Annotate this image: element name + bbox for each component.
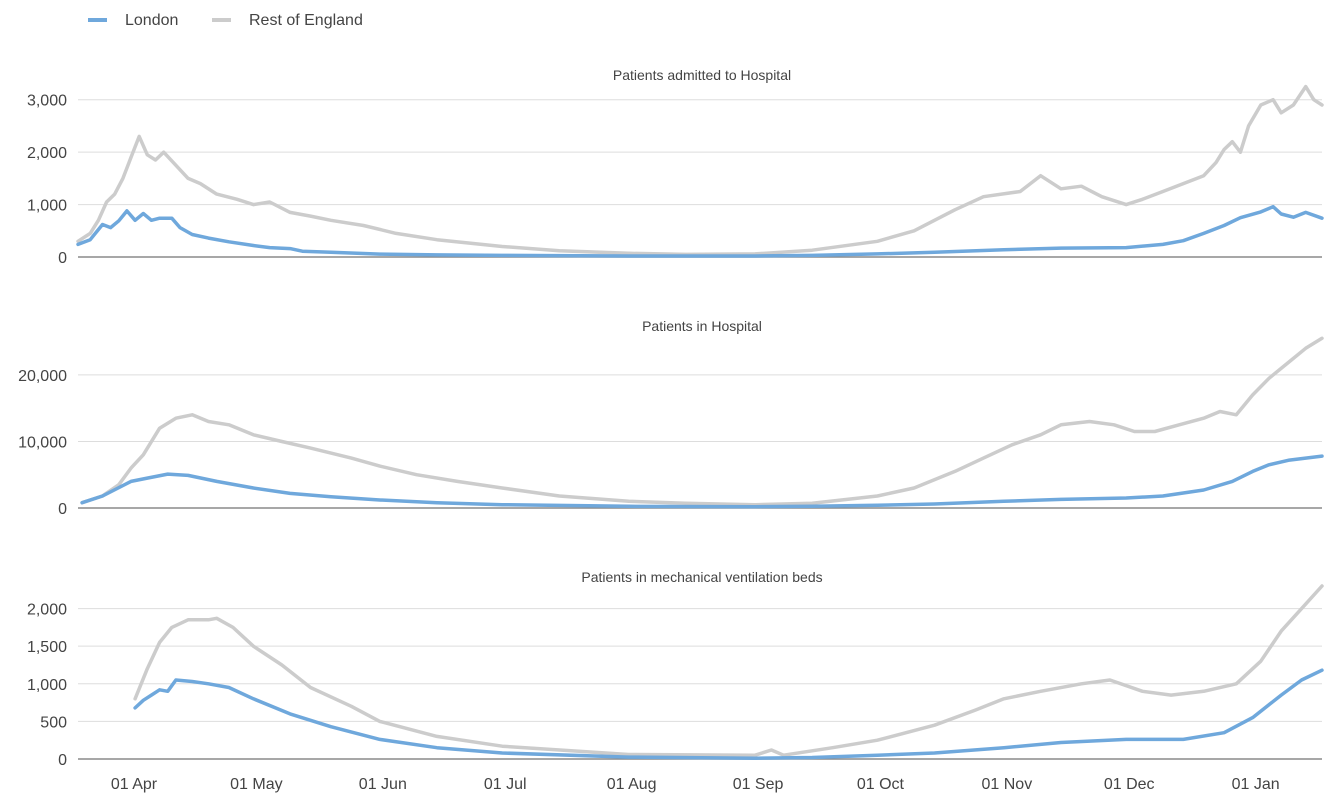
- x-tick-label: 01 Jul: [484, 776, 527, 793]
- legend-item-rest-of-england[interactable]: Rest of England: [212, 12, 363, 29]
- x-tick-label: 01 Apr: [111, 776, 158, 793]
- legend-label-rest-of-england: Rest of England: [249, 12, 363, 29]
- series-line-london: [76, 204, 1324, 258]
- x-tick-label: 01 Sep: [733, 776, 784, 793]
- x-axis: 01 Apr 01 May 01 Jun 01 Jul 01 Aug 01 Sep 01 O…: [111, 776, 1280, 793]
- y-tick-label: 1,500: [27, 639, 67, 656]
- x-tick-label: 01 Nov: [982, 776, 1033, 793]
- chart-panel-2: Patients in Hospital 0 10,000 20,000: [18, 318, 1324, 518]
- y-tick-label: 1,000: [27, 677, 67, 694]
- chart-title-3: Patients in mechanical ventilation beds: [581, 569, 822, 585]
- y-tick-label: 0: [58, 752, 67, 769]
- legend-label-london: London: [125, 12, 178, 29]
- chart-panel-3: Patients in mechanical ventilation beds 0…: [27, 569, 1324, 769]
- x-tick-label: 01 Aug: [607, 776, 657, 793]
- series-line-london: [133, 668, 1324, 760]
- chart-title-1: Patients admitted to Hospital: [613, 67, 791, 83]
- y-tick-label: 10,000: [18, 434, 67, 451]
- y-tick-label: 2,000: [27, 602, 67, 619]
- y-tick-label: 20,000: [18, 368, 67, 385]
- chart-title-2: Patients in Hospital: [642, 318, 762, 334]
- series-line-london: [80, 454, 1324, 509]
- y-tick-label: 0: [58, 501, 67, 518]
- x-tick-label: 01 Jun: [359, 776, 407, 793]
- x-tick-label: 01 Jan: [1232, 776, 1280, 793]
- y-tick-label: 0: [58, 250, 67, 267]
- y-tick-label: 2,000: [27, 145, 67, 162]
- series-line-rest-of-england: [80, 336, 1324, 507]
- legend: London Rest of England: [88, 12, 363, 29]
- chart-panels: Patients admitted to Hospital 0 1,000 2,000…: [18, 67, 1324, 769]
- y-tick-label: 500: [40, 714, 67, 731]
- legend-item-london[interactable]: London: [88, 12, 178, 29]
- x-tick-label: 01 Dec: [1104, 776, 1155, 793]
- y-tick-label: 1,000: [27, 198, 67, 215]
- x-tick-label: 01 May: [230, 776, 282, 793]
- x-tick-label: 01 Oct: [857, 776, 905, 793]
- series-line-rest-of-england: [76, 84, 1324, 257]
- y-tick-label: 3,000: [27, 93, 67, 110]
- series-line-rest-of-england: [133, 584, 1324, 757]
- chart-panel-1: Patients admitted to Hospital 0 1,000 2,000…: [27, 67, 1324, 267]
